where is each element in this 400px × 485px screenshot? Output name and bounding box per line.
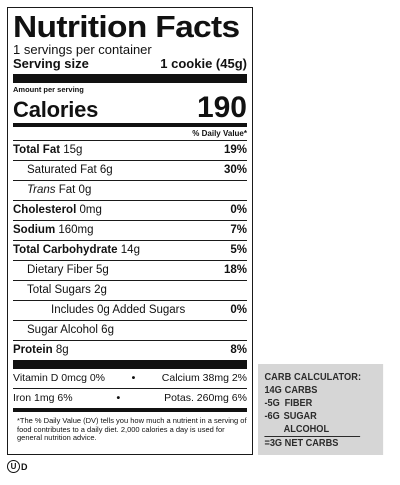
- carb-line: -5G FIBER: [264, 397, 383, 410]
- nutrient-name: Cholesterol: [13, 204, 77, 217]
- vitamin-row: Vitamin D 0mcg 0% • Calcium 38mg 2%: [13, 369, 247, 388]
- carb-line-number: -6G: [264, 411, 280, 422]
- nutrient-name: Dietary Fiber: [27, 264, 93, 277]
- nutrient-dv: 19%: [223, 144, 247, 157]
- thick-divider: [13, 74, 247, 84]
- carb-line: -6G SUGAR ALCOHOL: [264, 410, 361, 437]
- daily-value-header: % Daily Value*: [192, 129, 247, 139]
- nutrient-row-added-sugars: Includes 0g Added Sugars 0%: [13, 300, 247, 320]
- nutrient-amount: 14g: [120, 244, 140, 257]
- bullet: •: [116, 392, 121, 405]
- bullet: •: [131, 372, 136, 385]
- nutrient-name: Total Carbohydrate: [13, 244, 118, 257]
- footnote: *The % Daily Value (DV) tells you how mu…: [17, 416, 247, 443]
- carb-line-label: CARBS: [284, 385, 318, 396]
- nutrient-dv: 8%: [230, 344, 247, 357]
- thick-divider-vitamins: [13, 360, 247, 370]
- nutrient-name: Sodium: [13, 224, 56, 237]
- nutrient-dv: 5%: [230, 244, 247, 257]
- calories-label: Calories: [13, 97, 99, 123]
- medium-divider: [13, 123, 247, 128]
- nutrient-row-saturated-fat: Saturated Fat 6g 30%: [13, 160, 247, 180]
- vitamin-left: Vitamin D 0mcg 0%: [13, 372, 106, 385]
- carb-calculator-title: CARB CALCULATOR:: [264, 372, 362, 383]
- serving-size-row: Serving size 1 cookie (45g): [13, 56, 247, 72]
- nutrient-row-total-sugars: Total Sugars 2g: [13, 280, 247, 300]
- carb-line: 14G CARBS: [264, 384, 383, 397]
- vitamin-right: Potas. 260mg 6%: [164, 392, 247, 405]
- nutrient-row-dietary-fiber: Dietary Fiber 5g 18%: [13, 260, 247, 280]
- nutrient-dv: 30%: [223, 164, 247, 177]
- serving-size-value: 1 cookie (45g): [160, 56, 247, 72]
- serving-size-label: Serving size: [13, 56, 89, 72]
- carb-line: =3G NET CARBS: [264, 437, 383, 450]
- nutrient-amount: 15g: [63, 144, 83, 157]
- nutrient-name: Saturated Fat: [27, 164, 97, 177]
- amount-per-serving: Amount per serving: [13, 85, 84, 95]
- nutrient-row-total-fat: Total Fat 15g 19%: [13, 140, 247, 160]
- servings-per-container: 1 servings per container: [13, 42, 152, 57]
- nutrient-amount: 5g: [96, 264, 109, 277]
- nutrient-name: Total Fat: [13, 144, 61, 157]
- nutrient-dv: 7%: [230, 224, 247, 237]
- nutrient-dv: 18%: [223, 264, 247, 277]
- carb-line-number: -5G: [264, 398, 280, 409]
- carb-line-number: 14G: [264, 385, 282, 396]
- nutrient-name: Includes 0g Added Sugars: [51, 304, 186, 317]
- calories-row: Calories 190: [13, 93, 247, 123]
- nutrient-row-cholesterol: Cholesterol 0mg 0%: [13, 200, 247, 220]
- nutrient-dv: 0%: [230, 304, 247, 317]
- nutrient-amount: 0mg: [79, 204, 102, 217]
- nutrition-facts-label: Nutrition Facts 1 servings per container…: [7, 7, 253, 455]
- carb-line-label: NET CARBS: [284, 438, 339, 449]
- kosher-certification-logo: U D: [7, 460, 28, 473]
- vitamin-left: Iron 1mg 6%: [13, 392, 73, 405]
- nutrient-name: Trans: [27, 184, 56, 197]
- vitamin-right: Calcium 38mg 2%: [161, 372, 247, 385]
- nutrient-name: Total Sugars: [27, 284, 91, 297]
- nutrient-row-trans-fat: Trans Fat 0g: [13, 180, 247, 200]
- ou-symbol-icon: U: [7, 460, 20, 473]
- medium-divider-footnote: [13, 408, 247, 413]
- nutrient-amount: 6g: [99, 164, 113, 177]
- nutrient-amount: 8g: [55, 344, 69, 357]
- carb-line-number: =3G: [264, 438, 283, 449]
- label-title: Nutrition Facts: [13, 9, 240, 44]
- nutrient-amount: 160mg: [58, 224, 94, 237]
- nutrient-row-protein: Protein 8g 8%: [13, 340, 247, 360]
- carb-calculator-box: CARB CALCULATOR: 14G CARBS -5G FIBER -6G…: [258, 364, 384, 455]
- dairy-mark: D: [21, 461, 28, 472]
- nutrient-row-total-carbohydrate: Total Carbohydrate 14g 5%: [13, 240, 247, 260]
- calories-value: 190: [196, 91, 247, 125]
- vitamin-row: Iron 1mg 6% • Potas. 260mg 6%: [13, 388, 247, 408]
- carb-line-label: SUGAR ALCOHOL: [283, 411, 330, 435]
- nutrient-amount: 2g: [94, 284, 107, 297]
- nutrient-amount: Fat 0g: [58, 184, 92, 197]
- carb-line-label: FIBER: [284, 398, 313, 409]
- nutrient-row-sodium: Sodium 160mg 7%: [13, 220, 247, 240]
- nutrient-name: Protein: [13, 344, 53, 357]
- nutrient-amount: 6g: [101, 324, 114, 337]
- nutrient-name: Sugar Alcohol: [27, 324, 98, 337]
- nutrient-dv: 0%: [230, 204, 247, 217]
- nutrient-row-sugar-alcohol: Sugar Alcohol 6g: [13, 320, 247, 340]
